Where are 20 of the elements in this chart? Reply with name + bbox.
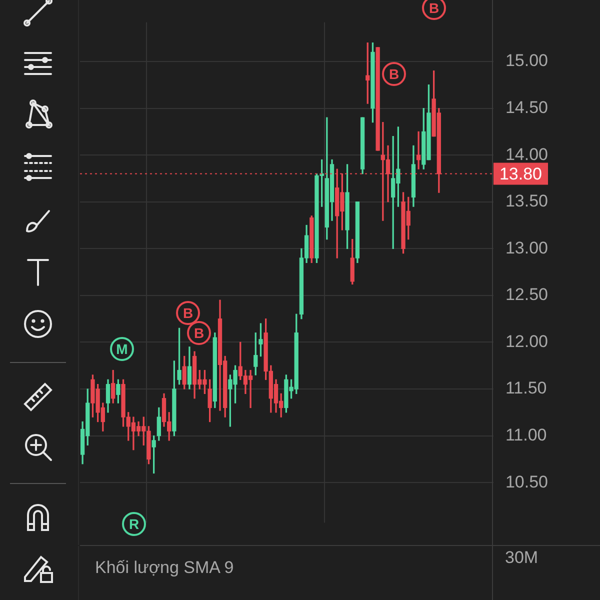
- y-tick-label: 14.50: [505, 98, 548, 117]
- y-tick-label: 11.50: [505, 378, 547, 398]
- y-tick-label: 12.00: [505, 332, 548, 351]
- y-tick-label: 13.00: [505, 238, 548, 258]
- y-tick-label: 13.50: [505, 192, 548, 211]
- text: Khối lượng SMA 9: [95, 558, 234, 578]
- annotation: B: [187, 321, 211, 345]
- annotation: M: [110, 337, 134, 361]
- ref-line-label: 13.80: [499, 164, 542, 184]
- annotation: B: [382, 62, 406, 86]
- y-tick-label: 11.00: [505, 425, 547, 444]
- text: 30M: [505, 548, 538, 568]
- y-tick-label: 15.00: [505, 51, 548, 70]
- text: B: [422, 0, 446, 20]
- annotation: R: [122, 512, 146, 536]
- annotation: B: [176, 301, 200, 325]
- y-tick-label: 12.50: [505, 285, 548, 304]
- y-tick-label: 14.00: [505, 144, 548, 164]
- y-tick-label: 10.50: [505, 472, 548, 492]
- candlestick: [416, 131, 421, 170]
